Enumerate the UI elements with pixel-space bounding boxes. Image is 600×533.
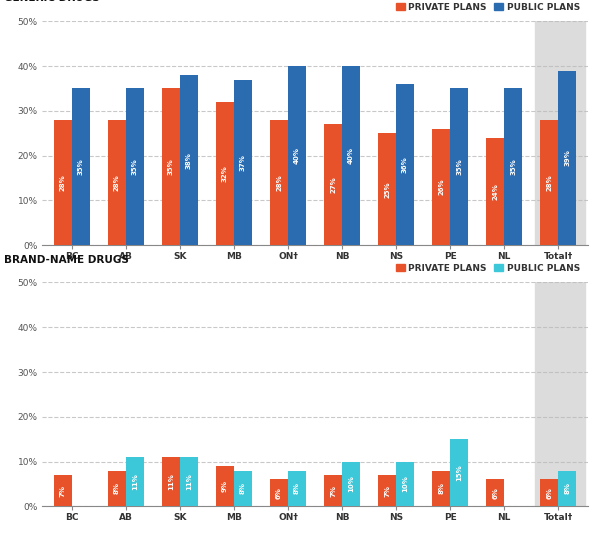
- Bar: [270, 480, 288, 506]
- Text: 36%: 36%: [402, 156, 408, 173]
- Text: 15%: 15%: [456, 464, 462, 481]
- Bar: [535, 21, 585, 245]
- Bar: [378, 475, 396, 506]
- Text: 40%: 40%: [294, 147, 300, 164]
- Bar: [108, 471, 126, 506]
- Text: 37%: 37%: [240, 154, 246, 171]
- Bar: [324, 124, 342, 245]
- Text: 35%: 35%: [132, 158, 138, 175]
- Text: 28%: 28%: [114, 174, 120, 191]
- Text: 27%: 27%: [330, 176, 336, 193]
- Bar: [108, 120, 126, 245]
- Text: 7%: 7%: [60, 484, 66, 497]
- Text: 6%: 6%: [547, 487, 553, 499]
- Bar: [342, 66, 360, 245]
- Bar: [396, 462, 414, 506]
- Bar: [378, 133, 396, 245]
- Bar: [541, 480, 558, 506]
- Text: 35%: 35%: [77, 158, 83, 175]
- Text: 28%: 28%: [547, 174, 553, 191]
- Bar: [216, 102, 234, 245]
- Text: 39%: 39%: [564, 149, 570, 166]
- Text: 6%: 6%: [492, 487, 498, 499]
- Text: 8%: 8%: [294, 482, 300, 495]
- Text: 9%: 9%: [222, 480, 228, 492]
- Text: 25%: 25%: [384, 181, 390, 198]
- Bar: [541, 120, 558, 245]
- Text: 8%: 8%: [114, 482, 120, 495]
- Text: BRAND-NAME DRUGS: BRAND-NAME DRUGS: [4, 255, 128, 264]
- Bar: [324, 475, 342, 506]
- Legend: PRIVATE PLANS, PUBLIC PLANS: PRIVATE PLANS, PUBLIC PLANS: [392, 0, 583, 15]
- Bar: [54, 120, 72, 245]
- Bar: [288, 471, 306, 506]
- Text: 24%: 24%: [492, 183, 498, 200]
- Bar: [288, 66, 306, 245]
- Bar: [450, 88, 468, 245]
- Text: 35%: 35%: [456, 158, 462, 175]
- Bar: [72, 88, 89, 245]
- Bar: [504, 88, 522, 245]
- Text: 8%: 8%: [240, 482, 246, 495]
- Text: 28%: 28%: [60, 174, 66, 191]
- Text: 26%: 26%: [438, 179, 444, 195]
- Text: 8%: 8%: [438, 482, 444, 495]
- Text: 10%: 10%: [402, 475, 408, 492]
- Bar: [450, 439, 468, 506]
- Text: 11%: 11%: [168, 473, 174, 490]
- Text: GENERIC DRUGS: GENERIC DRUGS: [4, 0, 100, 3]
- Bar: [54, 475, 72, 506]
- Text: 38%: 38%: [186, 152, 192, 168]
- Text: 10%: 10%: [348, 475, 354, 492]
- Text: 8%: 8%: [564, 482, 570, 495]
- Text: 32%: 32%: [222, 165, 228, 182]
- Bar: [126, 457, 143, 506]
- Bar: [558, 70, 576, 245]
- Bar: [558, 471, 576, 506]
- Bar: [162, 457, 180, 506]
- Bar: [162, 88, 180, 245]
- Text: 7%: 7%: [384, 484, 390, 497]
- Bar: [180, 75, 197, 245]
- Bar: [216, 466, 234, 506]
- Text: 6%: 6%: [276, 487, 282, 499]
- Bar: [487, 138, 504, 245]
- Text: 35%: 35%: [510, 158, 516, 175]
- Bar: [487, 480, 504, 506]
- Text: 11%: 11%: [186, 473, 192, 490]
- Text: 7%: 7%: [330, 484, 336, 497]
- Legend: PRIVATE PLANS, PUBLIC PLANS: PRIVATE PLANS, PUBLIC PLANS: [392, 260, 583, 277]
- Bar: [433, 471, 450, 506]
- Bar: [180, 457, 197, 506]
- Bar: [234, 79, 252, 245]
- Text: 35%: 35%: [168, 158, 174, 175]
- Bar: [270, 120, 288, 245]
- Bar: [535, 282, 585, 506]
- Bar: [433, 129, 450, 245]
- Bar: [126, 88, 143, 245]
- Text: 11%: 11%: [132, 473, 138, 490]
- Bar: [342, 462, 360, 506]
- Bar: [396, 84, 414, 245]
- Bar: [234, 471, 252, 506]
- Text: 40%: 40%: [348, 147, 354, 164]
- Text: 28%: 28%: [276, 174, 282, 191]
